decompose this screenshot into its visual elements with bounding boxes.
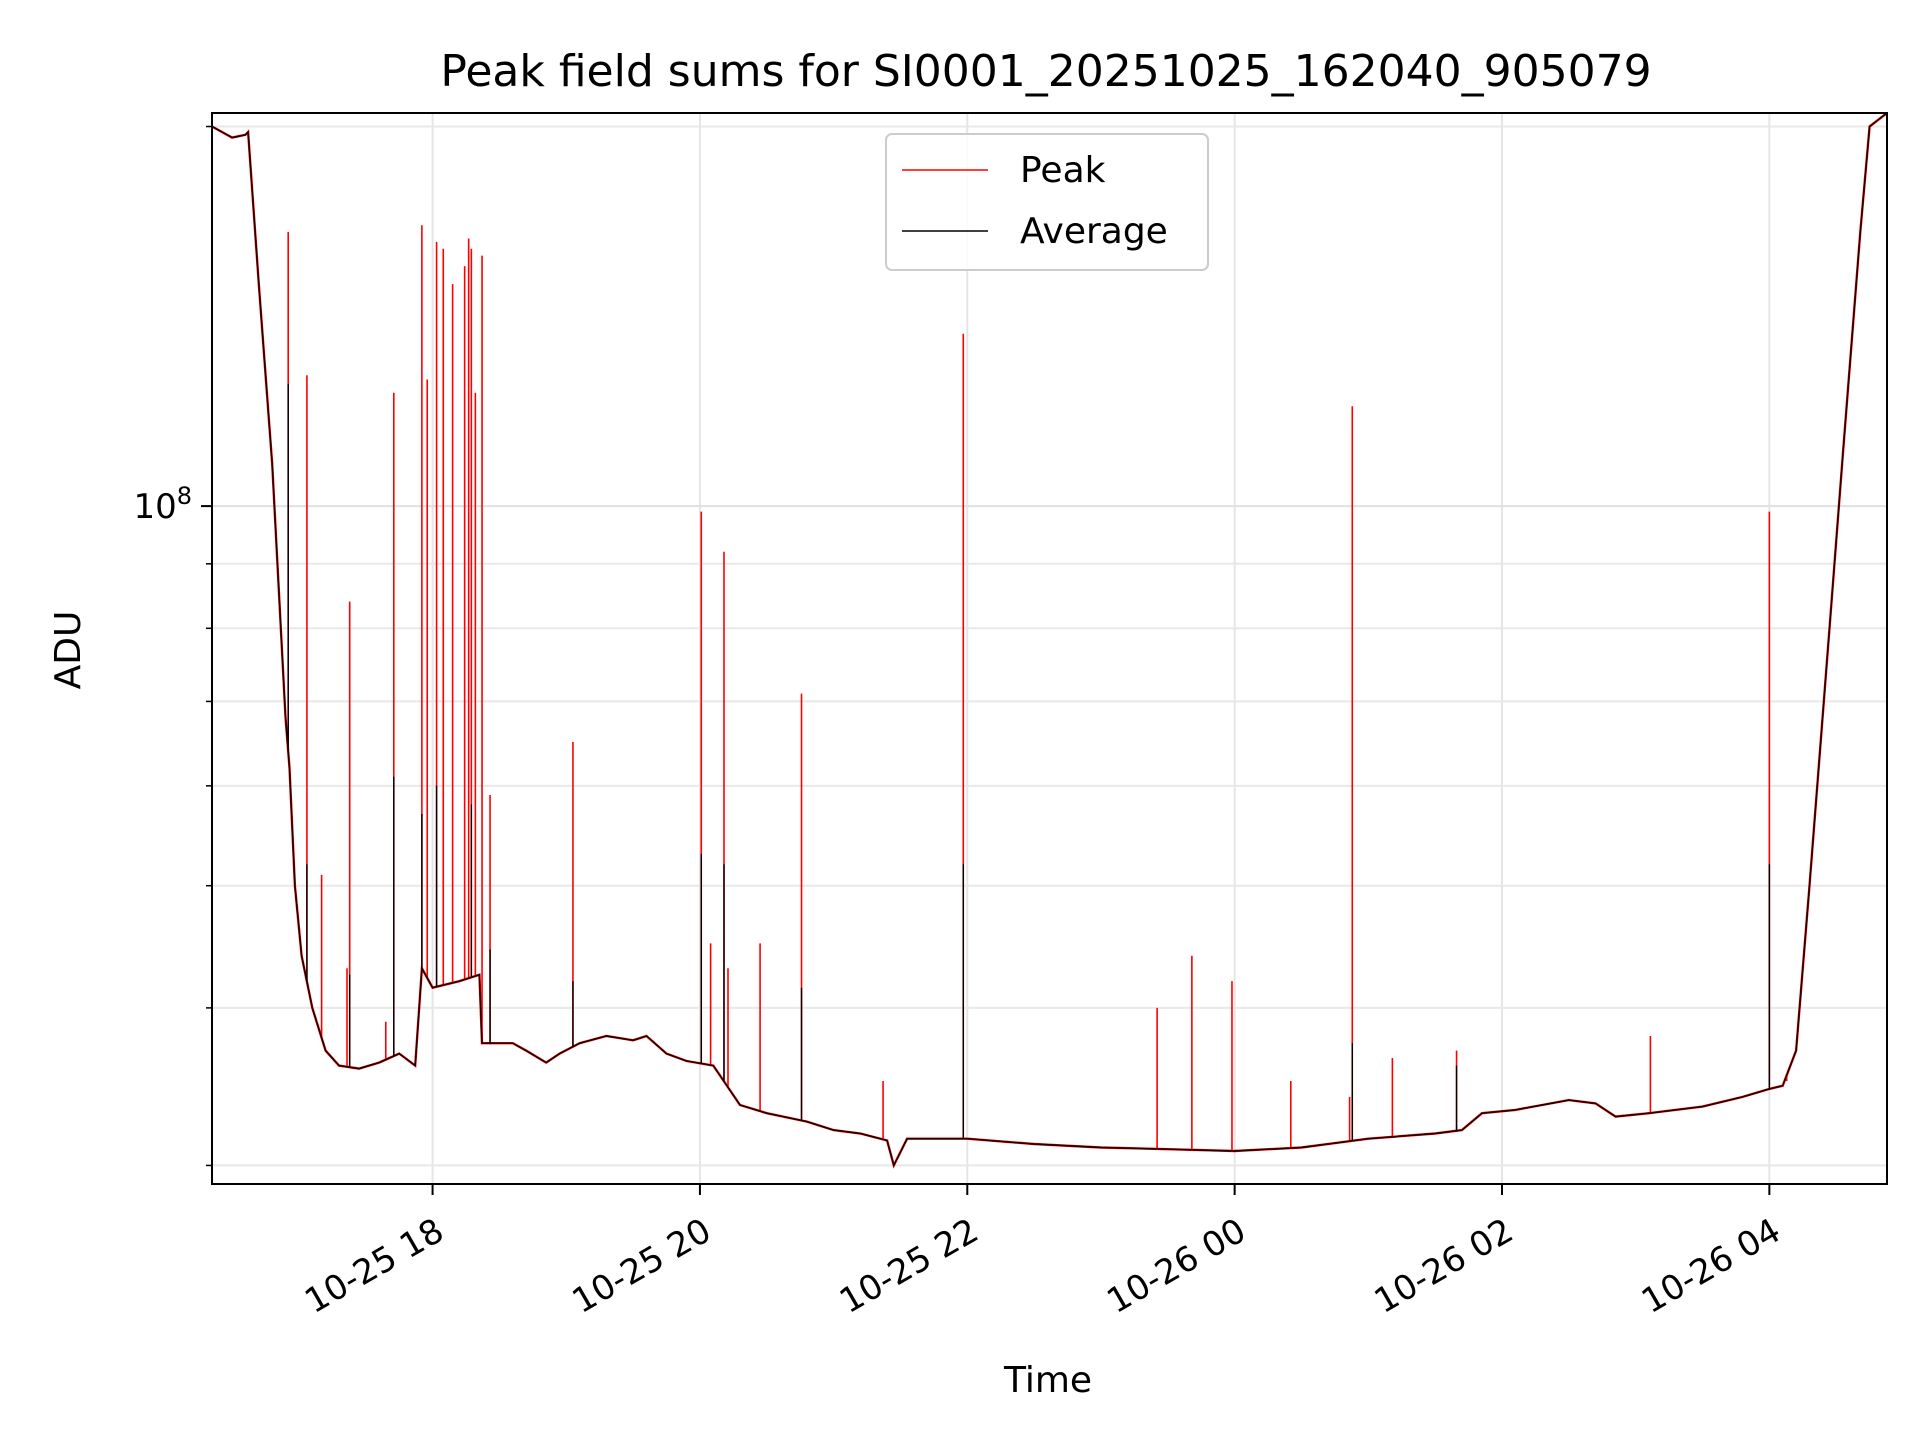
x-tick-label: 10-25 18 [298, 1211, 450, 1322]
series-layer [211, 112, 1888, 1169]
x-tick-label: 10-25 20 [566, 1211, 718, 1322]
legend-label-average: Average [1020, 211, 1168, 252]
y-tick-label: 108 [133, 482, 192, 527]
x-axis-label: Time [1003, 1360, 1092, 1401]
x-tick-label: 10-26 02 [1368, 1211, 1520, 1322]
average-series-line [211, 112, 1888, 1168]
grid [212, 113, 1887, 1184]
x-tick-label: 10-25 22 [833, 1211, 985, 1322]
legend: Peak Average [885, 133, 1209, 271]
y-axis: 108 [133, 125, 212, 1167]
y-axis-label: ADU [48, 611, 89, 690]
legend-box [885, 133, 1209, 271]
x-axis: 10-25 18 10-25 20 10-25 22 10-26 00 10-26 02… [298, 1184, 1787, 1322]
legend-label-peak: Peak [1020, 150, 1106, 191]
chart-title: Peak field sums for SI0001_20251025_1620… [440, 46, 1651, 97]
x-tick-label: 10-26 04 [1635, 1211, 1787, 1322]
x-tick-label: 10-26 00 [1100, 1211, 1252, 1322]
plot-frame [211, 112, 1888, 1185]
